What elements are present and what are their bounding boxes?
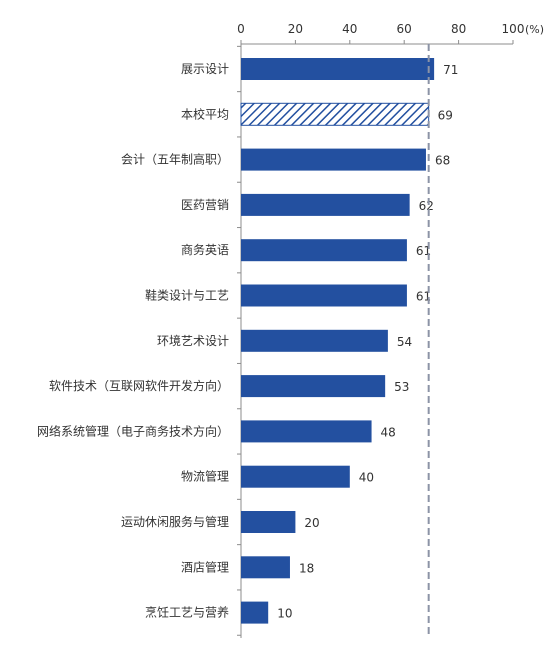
category-label: 酒店管理	[181, 559, 229, 574]
bar	[241, 601, 269, 624]
bar	[241, 239, 407, 262]
category-label: 运动休闲服务与管理	[121, 514, 229, 529]
bar	[241, 465, 350, 488]
bar	[241, 375, 386, 398]
category-label: 商务英语	[181, 242, 229, 257]
category-label: 烹饪工艺与营养	[145, 605, 229, 620]
value-label: 18	[299, 561, 314, 575]
x-tick-label: 100	[502, 22, 525, 36]
x-tick-label: 60	[397, 22, 412, 36]
category-label: 软件技术（互联网软件开发方向）	[49, 378, 229, 393]
category-label: 本校平均	[181, 106, 229, 121]
bar-average	[240, 102, 430, 126]
category-label: 物流管理	[181, 469, 229, 484]
value-label: 48	[381, 425, 396, 439]
bar	[241, 193, 410, 216]
bar	[241, 556, 290, 579]
x-tick-label: 0	[237, 22, 245, 36]
bar	[241, 58, 435, 80]
category-label: 会计（五年制高职）	[121, 152, 229, 167]
value-label: 62	[419, 199, 434, 213]
value-label: 54	[397, 335, 412, 349]
x-tick-label: 20	[288, 22, 303, 36]
value-label: 40	[359, 471, 374, 485]
bar	[241, 148, 426, 171]
bar	[241, 329, 388, 352]
category-label: 展示设计	[181, 62, 229, 76]
x-tick-label: 40	[342, 22, 357, 36]
value-label: 61	[416, 244, 431, 258]
value-label: 10	[277, 607, 292, 621]
bar	[241, 420, 372, 443]
x-tick-label: 80	[451, 22, 466, 36]
value-label: 68	[435, 154, 450, 168]
x-unit-label: (%)	[525, 23, 544, 36]
value-label: 69	[438, 108, 453, 122]
category-label: 鞋类设计与工艺	[145, 288, 229, 303]
value-label: 53	[394, 380, 409, 394]
bar	[241, 284, 407, 307]
value-label: 71	[443, 63, 458, 77]
category-label: 环境艺术设计	[157, 333, 229, 348]
bar	[241, 511, 296, 533]
category-label: 网络系统管理（电子商务技术方向）	[37, 423, 229, 438]
category-label: 医药营销	[181, 198, 229, 212]
value-label: 20	[304, 516, 319, 530]
value-label: 61	[416, 290, 431, 304]
